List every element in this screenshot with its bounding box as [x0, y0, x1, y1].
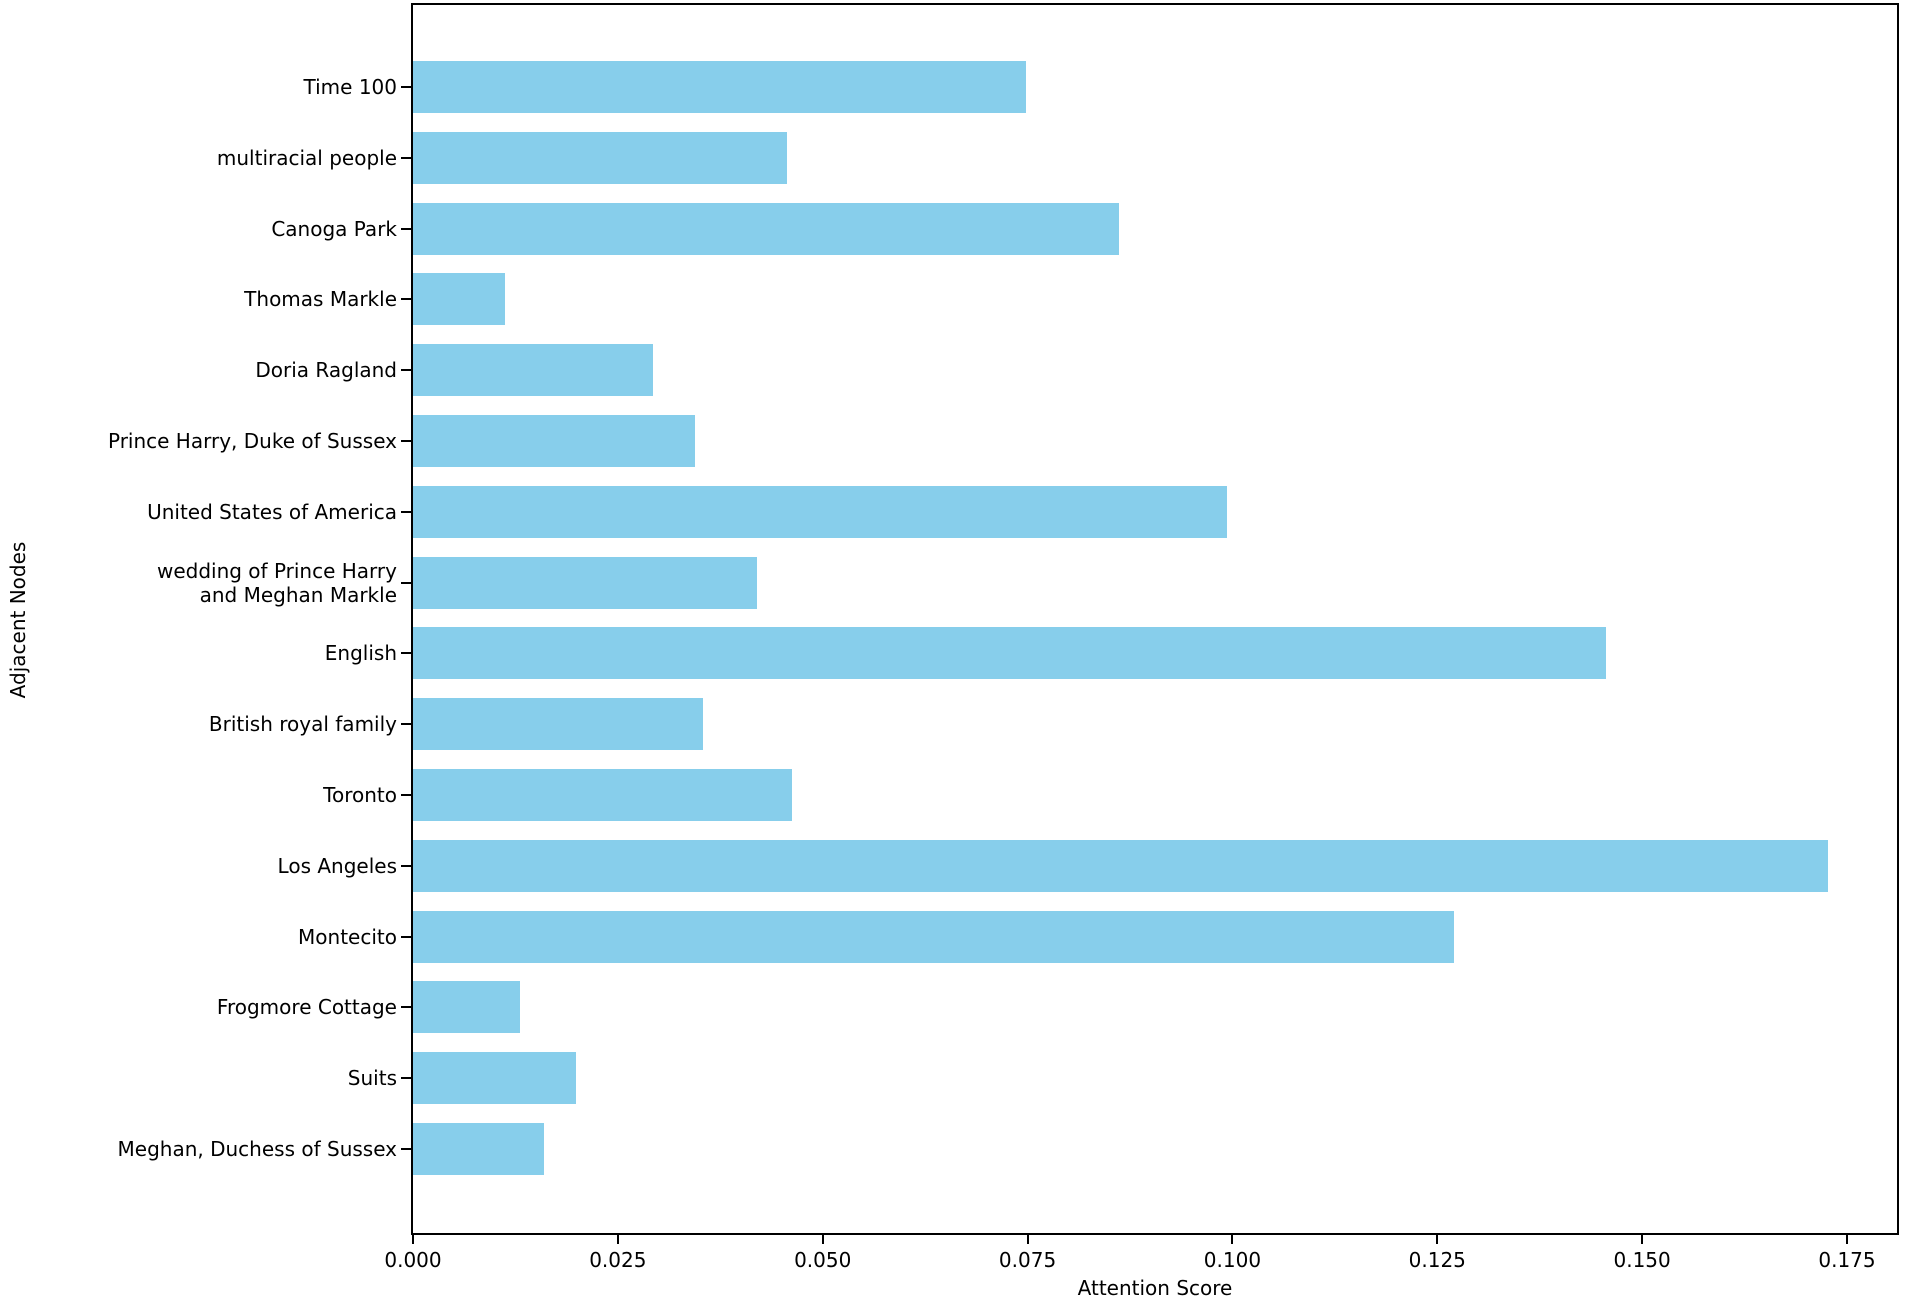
y-tick-label: Prince Harry, Duke of Sussex: [107, 429, 397, 453]
bar: [413, 61, 1026, 113]
y-tick-mark: [401, 864, 411, 867]
y-tick-mark: [401, 794, 411, 796]
y-tick-mark: [401, 723, 411, 726]
y-tick-label: Doria Ragland: [255, 358, 397, 383]
y-tick-mark: [401, 1006, 411, 1009]
y-tick-mark: [401, 652, 411, 655]
bar: [413, 344, 654, 397]
y-tick-mark: [401, 581, 411, 584]
x-tick-mark: [1436, 1235, 1439, 1244]
bar: [413, 698, 704, 751]
x-axis-label: Attention Score: [1077, 1276, 1233, 1300]
y-tick-mark: [401, 1077, 411, 1080]
y-tick-label: Montecito: [298, 924, 397, 949]
x-tick-mark: [412, 1235, 414, 1244]
x-tick-mark: [821, 1235, 824, 1244]
y-tick-label: Frogmore Cottage: [216, 995, 397, 1020]
y-tick-label: multiracial people: [216, 145, 397, 170]
y-tick-mark: [401, 440, 411, 442]
y-tick-label: British royal family: [208, 712, 397, 737]
y-tick-label: Thomas Markle: [244, 287, 397, 312]
y-tick-label: Canoga Park: [271, 216, 397, 241]
x-tick-mark: [1846, 1235, 1848, 1244]
y-tick-mark: [401, 1148, 411, 1150]
x-tick-mark: [616, 1235, 619, 1244]
y-tick-label: Los Angeles: [277, 853, 397, 878]
x-tick-label: 0.025: [589, 1248, 647, 1272]
bar: [413, 556, 758, 609]
plot-area: [411, 3, 1899, 1235]
x-tick-label: 0.075: [998, 1248, 1057, 1272]
x-tick-mark: [1026, 1235, 1029, 1244]
y-tick-label: wedding of Prince Harry and Meghan Markl…: [156, 558, 397, 607]
y-tick-mark: [401, 935, 411, 938]
bar: [413, 1123, 545, 1175]
x-tick-mark: [1641, 1235, 1644, 1244]
x-tick-label: 0.125: [1408, 1248, 1466, 1272]
x-tick-mark: [1231, 1235, 1234, 1244]
y-tick-mark: [401, 510, 411, 513]
bar: [413, 769, 793, 821]
bar: [413, 1052, 577, 1105]
bar: [413, 627, 1607, 680]
bar: [413, 910, 1454, 963]
y-tick-mark: [401, 369, 411, 372]
bar: [413, 273, 505, 326]
x-tick-label: 0.100: [1203, 1248, 1262, 1272]
x-tick-label: 0.050: [794, 1248, 852, 1272]
bar: [413, 839, 1829, 892]
x-tick-label: 0.175: [1818, 1248, 1876, 1272]
bar: [413, 202, 1119, 255]
y-tick-mark: [401, 156, 411, 159]
y-tick-label: Suits: [347, 1066, 397, 1091]
y-tick-mark: [401, 227, 411, 230]
y-tick-mark: [401, 298, 411, 301]
y-tick-label: United States of America: [147, 499, 397, 524]
y-tick-mark: [401, 86, 411, 88]
y-tick-label: Meghan, Duchess of Sussex: [117, 1137, 397, 1161]
bar: [413, 981, 520, 1034]
x-tick-label: 0.000: [384, 1248, 442, 1272]
bar: [413, 415, 695, 467]
y-tick-label: English: [324, 641, 397, 666]
y-tick-label: Time 100: [303, 75, 397, 99]
x-tick-label: 0.150: [1613, 1248, 1671, 1272]
bar: [413, 485, 1227, 538]
bar: [413, 131, 787, 184]
y-tick-label: Toronto: [323, 783, 397, 807]
